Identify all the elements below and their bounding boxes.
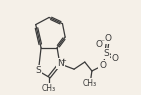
Text: S: S bbox=[103, 49, 109, 58]
Text: O: O bbox=[112, 54, 119, 63]
Text: O: O bbox=[96, 40, 103, 49]
Text: +: + bbox=[60, 58, 66, 64]
Text: CH₃: CH₃ bbox=[83, 79, 97, 88]
Text: O: O bbox=[99, 61, 106, 70]
Text: O: O bbox=[104, 34, 111, 43]
Text: N: N bbox=[57, 59, 64, 68]
Text: ⁻: ⁻ bbox=[100, 37, 104, 46]
Text: S: S bbox=[36, 66, 41, 75]
Text: CH₃: CH₃ bbox=[42, 84, 56, 93]
